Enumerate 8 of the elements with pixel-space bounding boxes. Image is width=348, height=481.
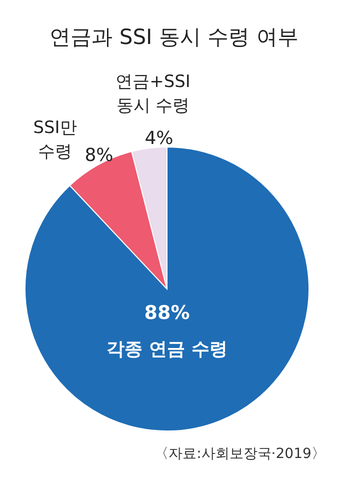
title: 연금과 SSI 동시 수령 여부	[50, 25, 298, 49]
category-label: SSI만 수령	[33, 118, 77, 162]
category-label: 각종 연금 수령	[106, 339, 228, 360]
value-label: 4%	[144, 128, 174, 149]
value-label: 88%	[144, 302, 190, 324]
category-label: 연금+SSI 동시 수령	[116, 72, 190, 116]
value-label: 8%	[84, 145, 114, 166]
annotation: 〈자료:사회보장국·2019〉	[154, 446, 326, 462]
